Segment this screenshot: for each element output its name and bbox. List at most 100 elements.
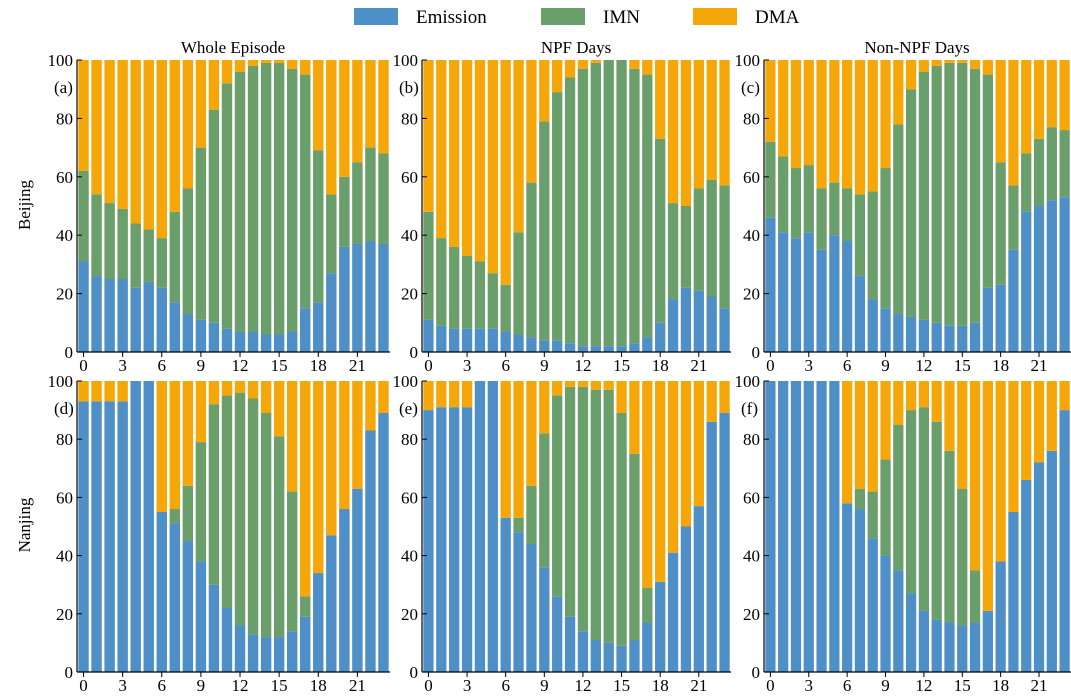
bar-dma-hour-22 (706, 60, 717, 180)
bar-emission-hour-4 (130, 381, 141, 672)
bar-emission-hour-2 (449, 407, 460, 672)
bar-emission-hour-2 (104, 401, 115, 672)
bar-emission-hour-18 (655, 581, 666, 672)
x-tick-label: 12 (232, 676, 249, 695)
panel-letter: (a) (54, 78, 73, 97)
bar-dma-hour-17 (982, 381, 993, 611)
bar-emission-hour-10 (552, 340, 563, 352)
bar-imn-hour-3 (461, 255, 473, 329)
bar-emission-hour-4 (816, 381, 827, 672)
bar-imn-hour-9 (880, 168, 891, 309)
bar-emission-hour-9 (539, 567, 550, 672)
bar-emission-hour-11 (221, 328, 233, 352)
y-tick-label: 0 (410, 343, 419, 362)
bar-dma-hour-3 (117, 60, 128, 209)
bar-emission-hour-12 (234, 331, 246, 352)
x-tick-label: 0 (79, 676, 88, 695)
bar-dma-hour-14 (944, 60, 955, 63)
bar-emission-hour-8 (526, 337, 537, 352)
bar-imn-hour-15 (616, 60, 627, 347)
bar-emission-hour-22 (706, 421, 717, 672)
x-tick-label: 15 (954, 356, 971, 375)
y-tick-label: 20 (401, 605, 418, 624)
bar-emission-hour-2 (790, 238, 802, 352)
panel-letter: (b) (399, 78, 419, 97)
x-tick-label: 0 (424, 356, 433, 375)
bar-imn-hour-8 (867, 191, 878, 300)
legend-swatch-imn (541, 8, 585, 25)
x-tick-label: 6 (158, 676, 167, 695)
bar-imn-hour-17 (300, 596, 311, 617)
bar-imn-hour-17 (982, 74, 993, 288)
bar-imn-hour-8 (182, 188, 194, 315)
bar-emission-hour-12 (918, 319, 930, 352)
bar-dma-hour-21 (352, 60, 363, 163)
bar-dma-hour-23 (1059, 60, 1070, 131)
bar-imn-hour-11 (564, 77, 576, 344)
bar-imn-hour-1 (436, 238, 447, 326)
bar-emission-hour-7 (169, 302, 181, 352)
bar-dma-hour-1 (91, 381, 102, 402)
bar-emission-hour-10 (208, 584, 220, 672)
bar-emission-hour-21 (352, 243, 363, 352)
x-tick-label: 18 (992, 356, 1009, 375)
bar-emission-hour-16 (969, 322, 981, 352)
bar-emission-hour-15 (273, 334, 285, 352)
bar-dma-hour-0 (78, 60, 89, 171)
bar-emission-hour-13 (590, 639, 601, 672)
bar-dma-hour-0 (423, 60, 434, 212)
bar-dma-hour-7 (513, 381, 524, 518)
bar-emission-hour-4 (130, 287, 141, 352)
bar-imn-hour-15 (616, 413, 627, 646)
y-tick-label: 80 (743, 430, 760, 449)
bar-dma-hour-20 (680, 381, 692, 527)
bar-dma-hour-16 (629, 381, 640, 454)
bar-dma-hour-4 (816, 60, 827, 189)
bar-emission-hour-9 (195, 319, 207, 352)
bar-dma-hour-20 (1021, 381, 1032, 480)
bar-imn-hour-21 (1033, 138, 1045, 206)
y-tick-label: 40 (56, 547, 73, 566)
x-tick-label: 12 (915, 356, 932, 375)
bar-emission-hour-0 (78, 261, 89, 352)
bar-imn-hour-20 (680, 206, 692, 288)
panel-a: 0 20 40 60 80 100 0 3 6 9 12 15 18 21 (a) (48, 51, 390, 375)
bar-emission-hour-20 (680, 526, 692, 672)
bar-imn-hour-22 (1046, 127, 1057, 201)
bar-emission-hour-22 (706, 296, 717, 352)
bar-emission-hour-22 (1046, 200, 1057, 352)
bar-dma-hour-11 (221, 60, 233, 84)
bar-dma-hour-11 (905, 381, 917, 411)
bar-dma-hour-3 (461, 381, 473, 408)
bar-emission-hour-5 (829, 381, 840, 672)
bar-emission-hour-11 (905, 593, 917, 672)
bar-emission-hour-16 (286, 331, 298, 352)
bar-dma-hour-12 (234, 381, 246, 393)
bar-emission-hour-16 (629, 343, 640, 352)
bar-dma-hour-15 (957, 381, 968, 489)
bar-imn-hour-10 (552, 92, 563, 341)
bar-imn-hour-10 (208, 109, 220, 323)
y-tick-label: 100 (48, 372, 74, 391)
bar-emission-hour-0 (78, 401, 89, 672)
x-tick-label: 9 (197, 676, 206, 695)
x-tick-label: 15 (271, 676, 288, 695)
y-tick-label: 100 (393, 372, 419, 391)
y-tick-label: 20 (743, 605, 760, 624)
bar-dma-hour-14 (260, 60, 272, 63)
bar-imn-hour-15 (957, 488, 968, 626)
bar-dma-hour-22 (1046, 381, 1057, 451)
bar-imn-hour-14 (603, 60, 614, 347)
bar-imn-hour-7 (513, 232, 524, 335)
bar-dma-hour-8 (526, 60, 537, 183)
bar-emission-hour-14 (603, 642, 614, 672)
x-tick-label: 12 (232, 356, 249, 375)
bar-dma-hour-13 (247, 381, 259, 399)
bar-imn-hour-11 (221, 395, 233, 608)
bar-emission-hour-18 (995, 284, 1006, 352)
legend: Emission IMN DMA (354, 7, 800, 28)
bar-dma-hour-22 (365, 381, 376, 431)
x-tick-label: 6 (501, 676, 510, 695)
bar-emission-hour-9 (539, 340, 550, 352)
bar-emission-hour-23 (378, 413, 389, 672)
